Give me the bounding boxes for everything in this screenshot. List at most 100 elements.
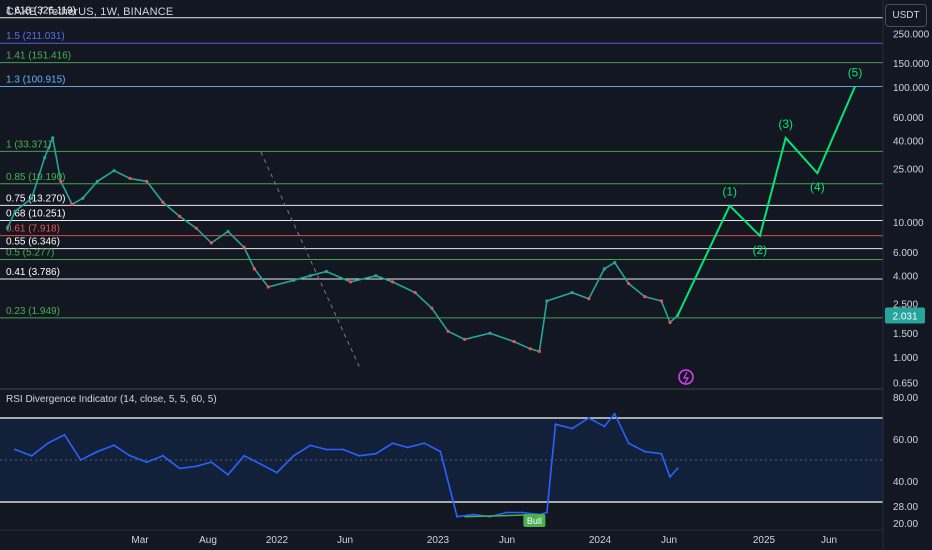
price-point	[145, 179, 149, 183]
rsi-point	[660, 452, 663, 455]
price-tick-label: 150.000	[893, 59, 930, 70]
rsi-indicator-title[interactable]: RSI Divergence Indicator (14, close, 5, …	[6, 394, 217, 405]
rsi-point	[391, 442, 394, 445]
rsi-point	[275, 471, 278, 474]
x-tick-label: Jun	[337, 535, 353, 546]
rsi-point	[161, 454, 164, 457]
rsi-point	[472, 513, 475, 516]
rsi-point	[210, 461, 213, 464]
bull-label: Bull	[527, 516, 542, 526]
price-point	[324, 269, 329, 274]
price-point	[512, 340, 516, 344]
price-point	[266, 285, 270, 289]
price-point	[30, 196, 34, 200]
elliott-wave-path	[676, 86, 856, 316]
price-point	[430, 306, 434, 310]
price-point	[413, 290, 417, 295]
price-tick-label: 250.000	[893, 29, 930, 40]
fib-level-label: 1.618 (326.119)	[6, 6, 76, 17]
price-point	[488, 331, 492, 335]
rsi-point	[46, 442, 49, 445]
x-tick-label: Aug	[199, 535, 217, 546]
fib-level-label: 0.68 (10.251)	[6, 209, 66, 220]
price-point	[70, 202, 74, 207]
price-point	[51, 136, 55, 140]
rsi-point	[374, 452, 377, 455]
rsi-point	[145, 461, 148, 464]
x-tick-label: 2022	[266, 535, 289, 546]
price-tick-label: 2.500	[893, 299, 918, 310]
fib-level-label: 0.41 (3.786)	[6, 267, 60, 278]
rsi-point	[243, 454, 246, 457]
wave-label: (1)	[722, 185, 737, 199]
wave-label: (2)	[753, 243, 768, 257]
rsi-point	[292, 454, 295, 457]
rsi-point	[96, 450, 99, 453]
rsi-point	[63, 433, 66, 436]
wave-label: (3)	[778, 117, 793, 131]
price-tick-label: 40.000	[893, 137, 924, 148]
bull-label-box	[523, 514, 546, 527]
lightning-icon	[683, 371, 690, 384]
price-point	[292, 278, 296, 282]
rsi-point	[643, 450, 646, 453]
x-tick-label: 2025	[753, 535, 776, 546]
price-point	[537, 349, 541, 354]
price-tick-label: 1.500	[893, 329, 918, 340]
rsi-pane: Bull	[0, 388, 883, 527]
price-tick-label: 10.000	[893, 218, 924, 229]
fib-level-label: 0.55 (6.346)	[6, 237, 60, 248]
rsi-point	[423, 442, 426, 445]
price-point	[194, 226, 198, 230]
price-point	[59, 179, 63, 183]
rsi-point	[79, 459, 82, 461]
rsi-point	[676, 467, 679, 470]
rsi-point	[30, 454, 33, 457]
fib-level-label: 0.23 (1.949)	[6, 306, 60, 317]
rsi-point	[571, 427, 574, 430]
rsi-point	[627, 442, 630, 445]
price-point	[161, 200, 165, 204]
x-tick-label: 2023	[427, 535, 450, 546]
price-point	[446, 329, 450, 333]
x-tick-label: Jun	[499, 535, 515, 546]
rsi-point	[669, 475, 672, 478]
price-point	[226, 229, 230, 234]
rsi-point	[14, 448, 17, 451]
price-point	[112, 169, 116, 173]
rsi-tick-label: 80.00	[893, 393, 918, 404]
rsi-point	[587, 417, 590, 419]
x-tick-label: Jun	[661, 535, 677, 546]
price-point	[374, 274, 378, 278]
x-tick-label: 2024	[589, 535, 612, 546]
price-tick-label: 25.000	[893, 164, 924, 175]
price-line	[6, 135, 679, 353]
x-tick-label: Mar	[131, 535, 149, 546]
fib-level-label: 0.61 (7.918)	[6, 224, 60, 235]
last-price-badge	[885, 307, 925, 324]
fib-level-label: 1.3 (100.915)	[6, 74, 66, 85]
price-point	[252, 267, 256, 271]
price-point	[242, 245, 246, 249]
price-tick-label: 1.000	[893, 353, 918, 364]
price-point	[178, 214, 182, 219]
currency-button[interactable]: USDT	[885, 4, 927, 27]
rsi-point	[178, 467, 181, 470]
price-point	[613, 261, 617, 265]
price-tick-label: 100.000	[893, 83, 930, 94]
rsi-tick-label: 20.00	[893, 519, 918, 530]
rsi-point	[613, 412, 616, 415]
rsi-point	[439, 450, 442, 453]
price-tick-label: 4.000	[893, 272, 918, 283]
fib-level-label: 1 (33.371)	[6, 139, 52, 150]
price-point	[528, 347, 532, 351]
price-point	[570, 290, 574, 295]
rsi-point	[456, 515, 459, 518]
price-point	[463, 337, 467, 342]
rsi-point	[195, 465, 198, 468]
rsi-tick-label: 60.00	[893, 435, 918, 446]
fib-level-label: 0.85 (19.190)	[6, 172, 66, 183]
rsi-point	[554, 423, 557, 426]
price-point	[587, 297, 591, 301]
